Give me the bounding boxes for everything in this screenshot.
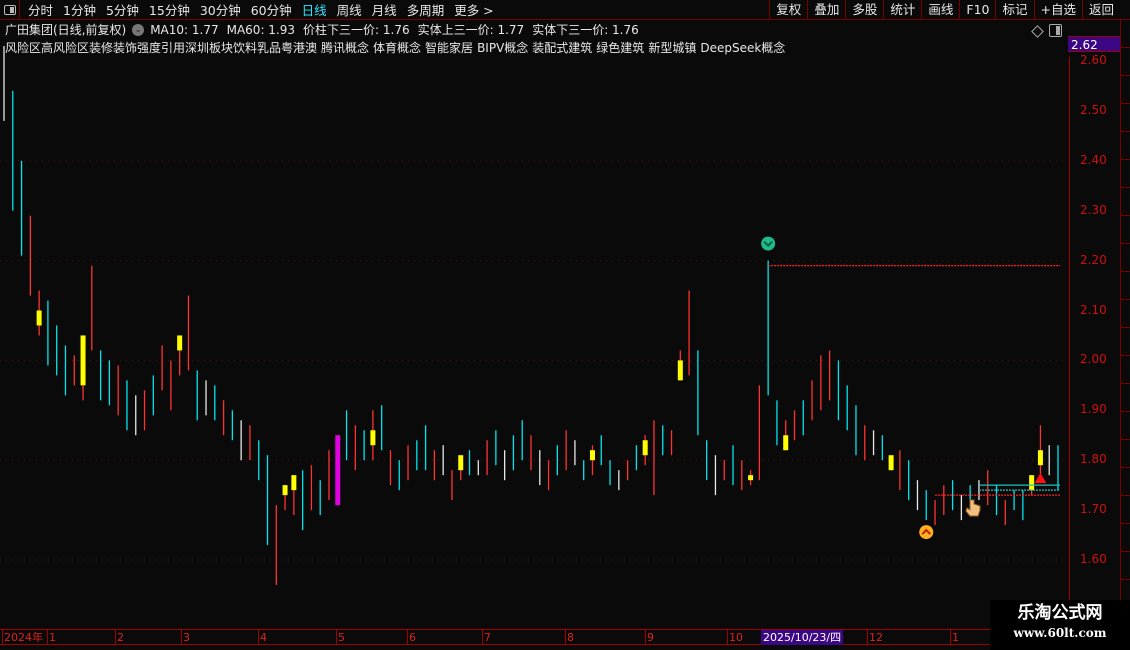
- tab-period[interactable]: 30分钟: [199, 3, 241, 18]
- indicator-info: 广田集团(日线,前复权) ⌄ MA10: 1.77 MA60: 1.93 价柱下三一…: [5, 21, 639, 39]
- date-tick-label: 2024年: [2, 630, 43, 645]
- price-tick-label: 1.70: [1080, 502, 1107, 517]
- chevron-down-icon[interactable]: ⌄: [132, 24, 145, 36]
- toolbar-button[interactable]: 叠加: [807, 0, 845, 20]
- tab-period[interactable]: 日线: [301, 3, 327, 18]
- hand-cursor-icon: [965, 499, 981, 517]
- candle-body: [335, 435, 341, 506]
- price-tick-label: 2.30: [1080, 202, 1107, 217]
- date-tick-label: 9: [645, 630, 654, 645]
- candle-body: [177, 335, 183, 351]
- concept-tag[interactable]: 体育概念: [373, 41, 422, 55]
- indicator-value: 实体下三一价: 1.76: [532, 23, 639, 37]
- tab-period[interactable]: 1分钟: [63, 3, 96, 18]
- candle-body: [1029, 475, 1035, 491]
- candle-body: [291, 475, 297, 491]
- watermark-url: www.60lt.com: [1013, 626, 1107, 640]
- indicator-value: 价柱下三一价: 1.76: [303, 23, 410, 37]
- indicator-value: MA10: 1.77: [150, 23, 219, 37]
- buy-signal-icon: [919, 525, 934, 540]
- concept-tag[interactable]: BIPV概念: [477, 41, 529, 55]
- concept-tag[interactable]: 腾讯概念: [321, 41, 370, 55]
- chevron-up-icon: [921, 528, 931, 535]
- chevron-down-icon: [763, 240, 773, 248]
- toolbar-button[interactable]: 复权: [769, 0, 807, 20]
- date-tick-label: 10: [727, 630, 743, 645]
- candle-body: [1037, 450, 1043, 466]
- price-tick-label: 2.20: [1080, 252, 1107, 267]
- stock-title: 广田集团(日线,前复权): [5, 23, 127, 37]
- toolbar-button[interactable]: 画线: [921, 0, 959, 20]
- candlestick-chart[interactable]: [0, 0, 1070, 629]
- toolbar-button[interactable]: 标记: [995, 0, 1033, 20]
- price-tick-label: 2.50: [1080, 102, 1107, 117]
- date-tick-label: 2: [115, 630, 124, 645]
- tab-period[interactable]: 周线: [336, 3, 362, 18]
- candle-body: [642, 440, 648, 456]
- toolbar-button[interactable]: 统计: [883, 0, 921, 20]
- indicator-value: MA60: 1.93: [226, 23, 296, 37]
- date-tick-label: 7: [482, 630, 491, 645]
- concept-tag[interactable]: 新型城镇: [648, 41, 697, 55]
- price-tick-label: 2.60: [1080, 53, 1107, 67]
- date-tick-label: 6: [407, 630, 416, 645]
- tab-period[interactable]: 5分钟: [105, 3, 139, 18]
- candle-body: [589, 450, 595, 461]
- date-axis: 2025/10/23/四 2024年 1 2 3 4 5 6 7 8 9 10 12 1: [0, 629, 1120, 645]
- period-toolbar: 分时 1分钟 5分钟 15分钟 30分钟 60分钟 日线 周线 月线 多周期 更多 > 复权 叠加 多股…: [0, 0, 1130, 20]
- price-tick-label: 2.10: [1080, 302, 1107, 317]
- concept-tags: 风险区高风险区装修装饰强度引用深圳板块饮料乳品粤港澳 腾讯概念 体育概念 智能家居 BI…: [5, 39, 789, 57]
- candle-body: [282, 485, 288, 496]
- price-axis-line: [1069, 57, 1070, 629]
- tab-period[interactable]: 分时: [28, 3, 54, 18]
- price-tick-label: 1.60: [1080, 552, 1107, 566]
- candle-body: [458, 455, 464, 471]
- concept-tag[interactable]: 装配式建筑: [532, 41, 593, 55]
- candle-body: [888, 455, 894, 471]
- toolbar-button[interactable]: 返回: [1081, 0, 1120, 20]
- date-tick-label: 3: [181, 630, 190, 645]
- watermark: 乐淘公式网 www.60lt.com: [990, 600, 1130, 650]
- concept-tag[interactable]: 风险区高风险区装修装饰强度引用深圳板块饮料乳品粤港澳: [5, 41, 318, 55]
- price-tick-label: 2.40: [1080, 152, 1107, 167]
- tab-period[interactable]: 月线: [371, 3, 397, 18]
- watermark-name: 乐淘公式网: [1017, 603, 1103, 623]
- date-tick-label: 1: [47, 630, 56, 645]
- toolbar-button[interactable]: +自选: [1033, 0, 1082, 20]
- sell-signal-icon: [761, 236, 776, 251]
- toolbar-button[interactable]: F10: [959, 0, 995, 20]
- price-tick-label: 2.00: [1080, 352, 1107, 367]
- tab-period[interactable]: 15分钟: [148, 3, 190, 18]
- panel-icon[interactable]: [1049, 24, 1062, 37]
- tab-period[interactable]: 更多 >: [454, 3, 494, 18]
- concept-tag[interactable]: 绿色建筑: [596, 41, 645, 55]
- panel-toggle-button[interactable]: [0, 0, 20, 20]
- concept-tag[interactable]: DeepSeek概念: [700, 41, 786, 55]
- tab-period[interactable]: 60分钟: [250, 3, 292, 18]
- candle-body: [748, 475, 754, 481]
- panel-icon: [3, 4, 16, 15]
- date-tick-label: 12: [867, 630, 883, 645]
- date-tick-label: 5: [336, 630, 345, 645]
- selected-date-label: 2025/10/23/四: [761, 630, 844, 645]
- concept-tag[interactable]: 智能家居: [425, 41, 474, 55]
- candle-body: [80, 335, 86, 386]
- toolbar-button[interactable]: 多股: [845, 0, 883, 20]
- date-tick-label: 8: [565, 630, 574, 645]
- price-tick-label: 1.90: [1080, 402, 1107, 417]
- price-tick-label: 1.80: [1080, 452, 1107, 467]
- tab-period[interactable]: 多周期: [406, 3, 445, 18]
- candle-body: [36, 310, 42, 326]
- candle-body: [677, 360, 683, 381]
- date-tick-label: 4: [258, 630, 267, 645]
- candle-body: [783, 435, 789, 451]
- indicator-value: 实体上三一价: 1.77: [417, 23, 525, 37]
- current-price-label: 2.62: [1068, 36, 1120, 52]
- triangle-up-icon: [1034, 473, 1047, 484]
- date-tick-label: 1: [950, 630, 959, 645]
- candle-body: [370, 430, 376, 446]
- side-panel-strip[interactable]: [1120, 20, 1130, 645]
